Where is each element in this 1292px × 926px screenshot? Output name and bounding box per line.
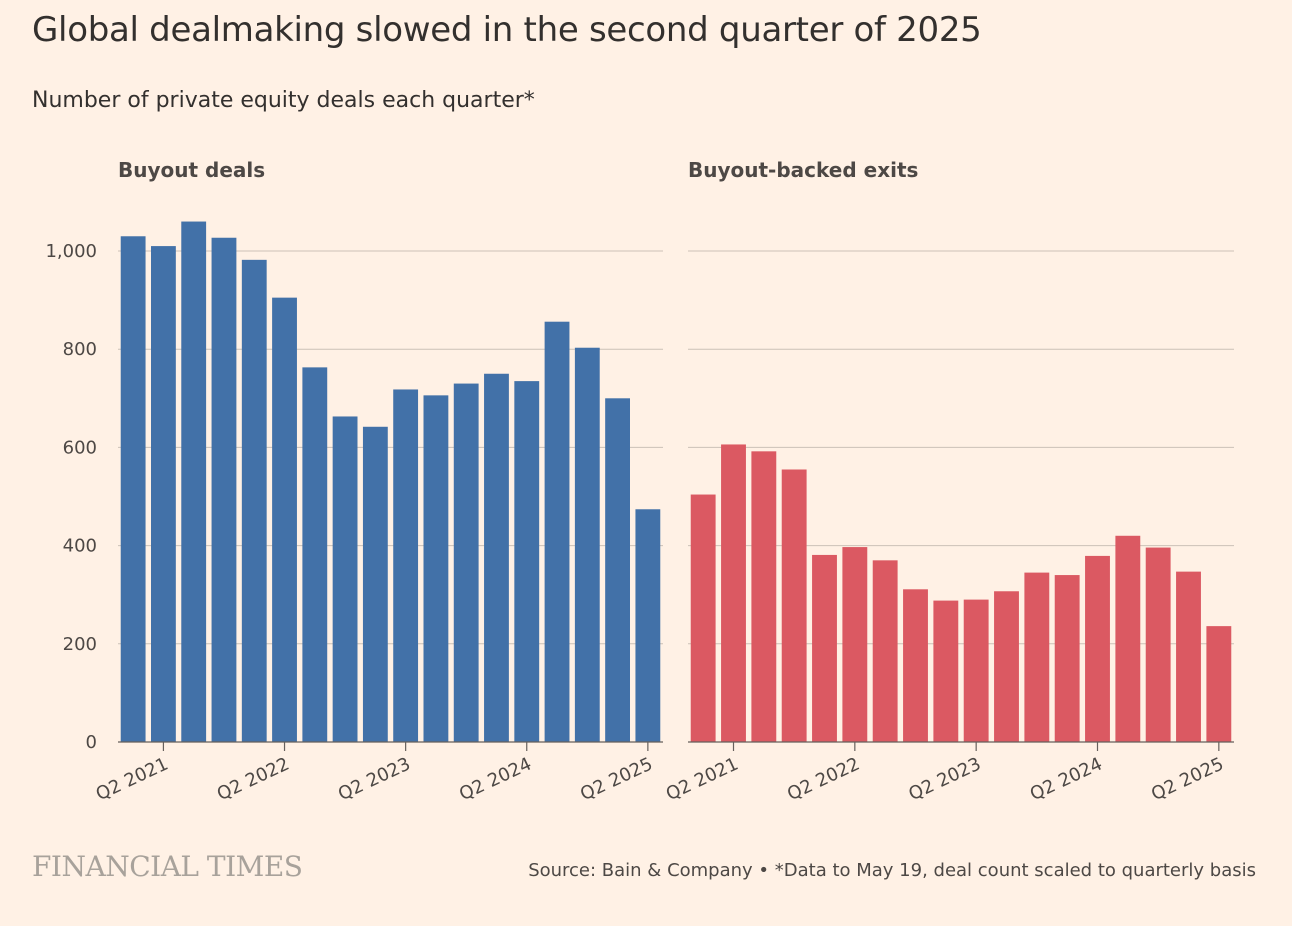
y-tick-label: 400 xyxy=(63,536,97,557)
bar-q3-2021 xyxy=(751,451,777,742)
x-tick-label: Q2 2022 xyxy=(784,753,863,805)
bar-q4-2024 xyxy=(1145,547,1171,742)
bar-q1-2021 xyxy=(690,494,716,742)
bar-q3-2024 xyxy=(544,321,570,742)
source-note: Source: Bain & Company • *Data to May 19… xyxy=(528,860,1256,881)
bar-q1-2023 xyxy=(362,426,388,742)
y-tick-label: 800 xyxy=(63,339,97,360)
bar-q1-2025 xyxy=(1176,571,1201,742)
x-tick-label: Q2 2023 xyxy=(335,753,414,805)
x-tick-label: Q2 2024 xyxy=(1027,753,1106,805)
x-tick-label: Q2 2021 xyxy=(663,753,742,805)
bar-q4-2023 xyxy=(453,383,479,742)
bar-q1-2022 xyxy=(812,554,837,742)
bar-q4-2022 xyxy=(903,589,928,742)
bar-q2-2024 xyxy=(1085,555,1110,742)
y-tick-label: 600 xyxy=(63,437,97,458)
panel-title-buyout-deals: Buyout deals xyxy=(118,158,265,182)
bar-q1-2024 xyxy=(1054,575,1080,742)
y-tick-label: 0 xyxy=(86,732,97,753)
bar-q3-2023 xyxy=(423,395,449,742)
bar-q1-2022 xyxy=(241,259,267,742)
x-tick-label: Q2 2025 xyxy=(577,753,656,805)
y-tick-label: 1,000 xyxy=(45,241,97,262)
x-tick-label: Q2 2022 xyxy=(214,753,293,805)
panel-buyout-deals: Buyout deals 0 200 400 600 800 1,000 Q2 2021 Q2… xyxy=(45,158,663,805)
x-tick-label: Q2 2025 xyxy=(1148,753,1227,805)
bar-q4-2021 xyxy=(781,469,807,742)
bar-q3-2021 xyxy=(181,221,207,743)
bar-q2-2025 xyxy=(635,509,661,742)
bar-q2-2022 xyxy=(842,547,868,742)
bar-q1-2023 xyxy=(933,600,959,742)
chart-subtitle: Number of private equity deals each quar… xyxy=(32,88,535,113)
bar-q2-2022 xyxy=(272,297,297,742)
bar-q2-2024 xyxy=(514,381,540,742)
panel-title-buyout-backed-exits: Buyout-backed exits xyxy=(688,158,918,182)
bar-q1-2024 xyxy=(484,373,509,742)
panel-buyout-backed-exits: Buyout-backed exits Q2 2021 Q2 2022 Q2 202… xyxy=(663,158,1234,805)
x-tick-label: Q2 2023 xyxy=(905,753,984,805)
bar-q3-2022 xyxy=(872,560,898,742)
bar-q3-2024 xyxy=(1115,535,1141,742)
bar-q2-2025 xyxy=(1206,626,1232,742)
bar-q2-2021 xyxy=(721,444,746,742)
bar-q4-2023 xyxy=(1024,572,1050,742)
bar-q1-2025 xyxy=(605,398,630,742)
x-tick-label: Q2 2021 xyxy=(93,753,172,805)
bar-q4-2022 xyxy=(332,416,358,742)
bar-q3-2022 xyxy=(302,367,328,742)
bar-q4-2024 xyxy=(574,347,600,742)
ft-logo: FINANCIAL TIMES xyxy=(32,850,303,883)
bar-q2-2023 xyxy=(393,389,419,742)
bar-q1-2021 xyxy=(120,236,146,742)
bar-q3-2023 xyxy=(994,591,1019,742)
bar-q4-2021 xyxy=(211,237,237,743)
x-tick-label: Q2 2024 xyxy=(456,753,535,805)
bar-q2-2021 xyxy=(151,246,176,742)
y-tick-label: 200 xyxy=(63,634,97,655)
chart-title: Global dealmaking slowed in the second q… xyxy=(32,10,982,50)
bar-q2-2023 xyxy=(963,599,989,742)
